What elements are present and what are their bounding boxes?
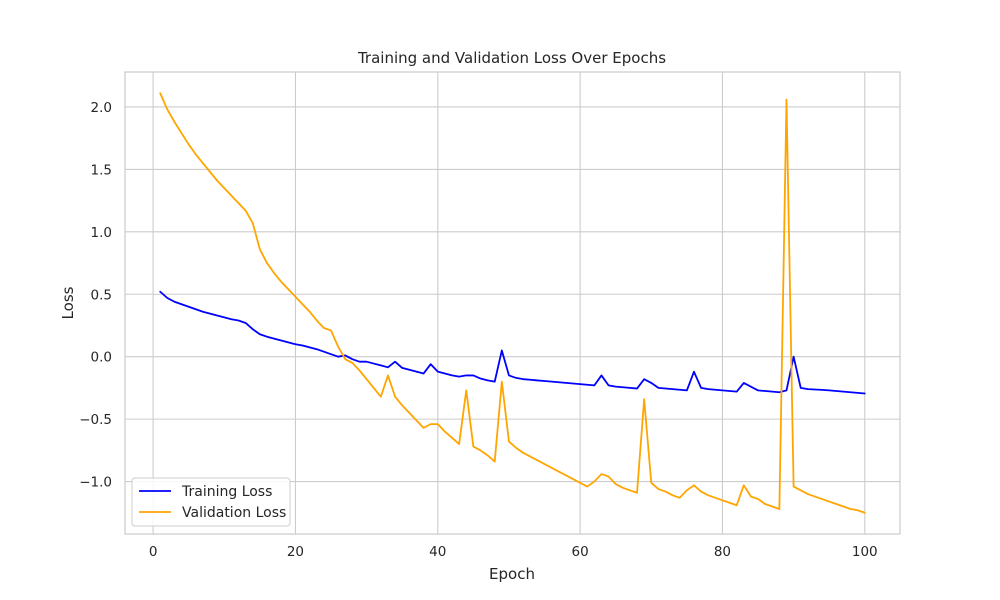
x-tick-label: 60 — [572, 544, 589, 560]
legend-label-training: Training Loss — [181, 484, 272, 500]
legend: Training Loss Validation Loss — [131, 477, 291, 527]
x-tick-label: 40 — [429, 544, 446, 560]
plot-area — [125, 72, 900, 534]
plot-frame — [124, 71, 901, 535]
y-axis-label: Loss — [59, 286, 77, 319]
legend-box — [131, 477, 291, 527]
y-tick-label: 2.0 — [91, 100, 112, 116]
x-tick-label: 100 — [852, 544, 878, 560]
y-tick-label: 1.5 — [91, 162, 112, 178]
y-axis-ticks: −1.0 −0.5 0.0 0.5 1.0 1.5 2.0 — [79, 100, 112, 491]
x-tick-label: 0 — [149, 544, 158, 560]
y-tick-label: −0.5 — [79, 412, 112, 428]
y-tick-label: 0.5 — [91, 287, 112, 303]
x-axis-ticks: 0 20 40 60 80 100 — [149, 544, 878, 560]
x-tick-label: 80 — [714, 544, 731, 560]
series-layer — [159, 92, 866, 514]
chart-title: Training and Validation Loss Over Epochs — [357, 49, 666, 67]
x-axis-label: Epoch — [489, 565, 535, 583]
validation-loss-line — [159, 92, 866, 514]
grid — [125, 72, 900, 534]
y-tick-label: −1.0 — [79, 475, 112, 491]
legend-label-validation: Validation Loss — [182, 505, 286, 521]
training-loss-line — [159, 290, 866, 395]
x-tick-label: 20 — [287, 544, 304, 560]
y-tick-label: 0.0 — [91, 350, 112, 366]
y-tick-label: 1.0 — [91, 225, 112, 241]
